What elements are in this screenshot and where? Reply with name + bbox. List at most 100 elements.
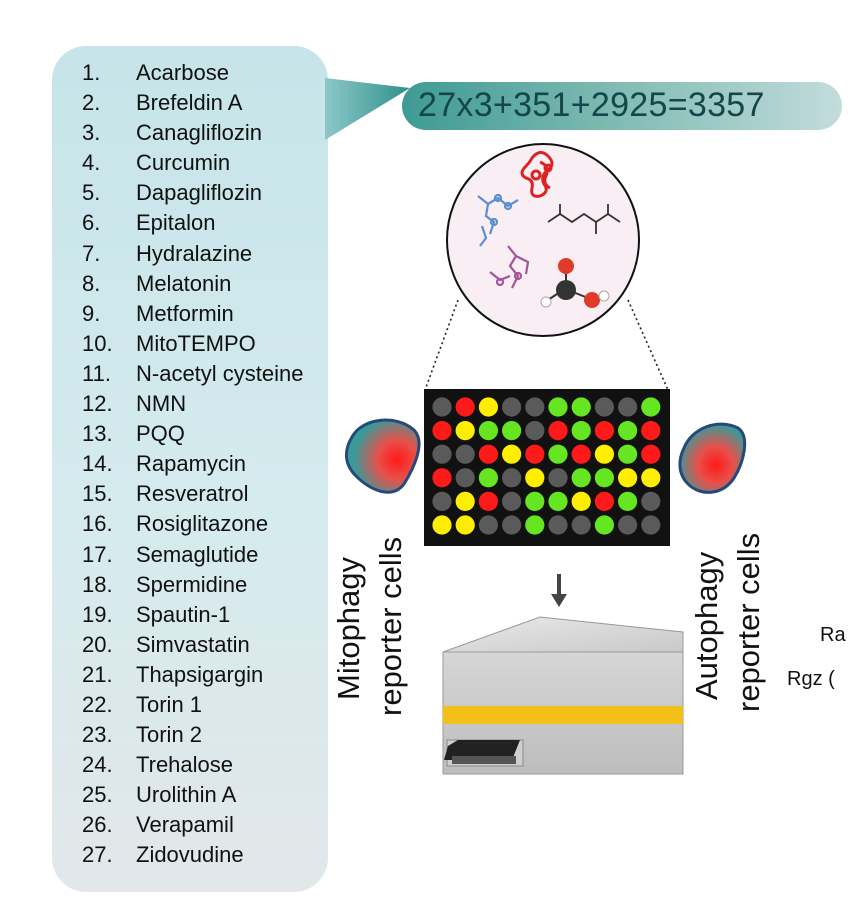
compound-item: 20. Simvastatin (82, 630, 304, 660)
well (432, 444, 452, 464)
well (525, 444, 545, 464)
compound-name: Verapamil (136, 812, 234, 838)
well (618, 397, 638, 417)
compound-item: 19. Spautin-1 (82, 600, 304, 630)
compound-number: 21. (82, 661, 113, 687)
autophagy-label-line1: Autophagy (689, 551, 724, 700)
well (455, 444, 475, 464)
compound-list: 1. Acarbose 2. Brefeldin A 3. Canagliflozin 4.… (82, 58, 304, 871)
well (455, 421, 475, 441)
well (502, 491, 522, 511)
compound-number: 18. (82, 571, 113, 597)
reporter-cell-icon (345, 418, 421, 494)
compound-name: Torin 2 (136, 722, 203, 748)
compound-item: 2. Brefeldin A (82, 88, 304, 118)
well (478, 397, 498, 417)
compound-number: 20. (82, 631, 113, 657)
compound-number: 6. (82, 210, 101, 236)
compound-item: 3. Canagliflozin (82, 118, 304, 148)
down-arrow-icon (551, 574, 567, 607)
well (432, 468, 452, 488)
well (478, 468, 498, 488)
compound-number: 15. (82, 481, 113, 507)
well (594, 444, 615, 464)
compound-name: Dapagliflozin (136, 180, 262, 206)
compound-number: 4. (82, 150, 101, 176)
compound-name: Resveratrol (136, 481, 249, 507)
compound-name: Simvastatin (136, 631, 250, 657)
compound-name: Brefeldin A (136, 90, 243, 116)
well (525, 515, 545, 535)
well (432, 421, 452, 441)
compound-number: 17. (82, 541, 113, 567)
mitophagy-label-line1: Mitophagy (331, 556, 366, 700)
compound-item: 4. Curcumin (82, 148, 304, 178)
well (594, 397, 615, 417)
compound-name: Semaglutide (136, 541, 259, 567)
well (548, 468, 568, 488)
compound-name: Torin 1 (136, 691, 203, 717)
well (525, 397, 545, 417)
compound-number: 27. (82, 842, 113, 868)
compound-number: 14. (82, 451, 113, 477)
compound-name: Urolithin A (136, 782, 237, 808)
compound-name: Zidovudine (136, 842, 244, 868)
compound-number: 7. (82, 240, 101, 266)
well (571, 397, 591, 417)
cropped-label-1: Ra (820, 624, 846, 646)
well (618, 444, 638, 464)
compound-item: 22. Torin 1 (82, 690, 304, 720)
compound-item: 6. Epitalon (82, 208, 304, 238)
well (548, 397, 568, 417)
compound-item: 21. Thapsigargin (82, 660, 304, 690)
well-plate (424, 389, 670, 546)
pointer-arrow (325, 78, 410, 140)
compound-item: 8. Melatonin (82, 269, 304, 299)
well (432, 515, 452, 535)
compound-number: 5. (82, 180, 101, 206)
zoom-line-right (627, 299, 669, 391)
well (548, 491, 568, 511)
well (618, 421, 638, 441)
well (455, 491, 475, 511)
well (525, 491, 545, 511)
compound-item: 12. NMN (82, 389, 304, 419)
compound-name: Trehalose (136, 752, 234, 778)
molecule-cluster-icon (446, 143, 640, 337)
well (618, 491, 638, 511)
well (502, 397, 522, 417)
compound-item: 17. Semaglutide (82, 540, 304, 570)
compound-number: 1. (82, 60, 101, 85)
compound-number: 25. (82, 782, 113, 808)
compound-item: 15. Resveratrol (82, 479, 304, 509)
equation-box (402, 82, 842, 130)
well (455, 397, 475, 417)
well (432, 397, 452, 417)
compound-item: 18. Spermidine (82, 570, 304, 600)
well (641, 421, 661, 441)
compound-name: PQQ (136, 421, 185, 447)
compound-name: Canagliflozin (136, 120, 262, 146)
compound-name: Metformin (136, 300, 234, 326)
compound-number: 16. (82, 511, 113, 537)
well (548, 515, 568, 535)
compound-number: 11. (82, 360, 111, 386)
well (618, 468, 638, 488)
compound-item: 27. Zidovudine (82, 840, 304, 870)
compound-item: 14. Rapamycin (82, 449, 304, 479)
well (478, 444, 498, 464)
well (478, 515, 498, 535)
well (594, 515, 615, 535)
compound-number: 22. (82, 691, 113, 717)
compound-name: Spermidine (136, 571, 248, 597)
well (478, 421, 498, 441)
compound-item: 5. Dapagliflozin (82, 178, 304, 208)
compound-name: Spautin-1 (136, 601, 231, 627)
compound-name: Melatonin (136, 270, 232, 296)
compound-name: N-acetyl cysteine (136, 360, 304, 386)
compound-item: 25. Urolithin A (82, 780, 304, 810)
well (594, 491, 615, 511)
compound-item: 7. Hydralazine (82, 239, 304, 269)
compound-number: 8. (82, 270, 101, 296)
well (502, 421, 522, 441)
